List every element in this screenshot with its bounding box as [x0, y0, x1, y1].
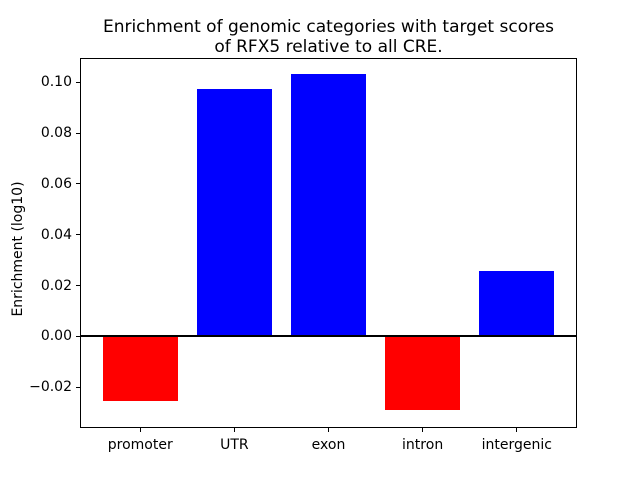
x-tick-mark — [233, 428, 235, 432]
y-tick-mark — [76, 81, 80, 83]
y-tick-label: 0.08 — [40, 125, 72, 142]
bar-intergenic — [479, 270, 555, 337]
x-tick-mark — [422, 428, 424, 432]
bar-UTR — [196, 88, 273, 337]
x-tick-mark — [328, 428, 329, 432]
y-tick-label: 0.00 — [40, 328, 72, 345]
bar-exon — [290, 74, 367, 337]
x-tick-label: exon — [311, 437, 346, 453]
y-tick-mark — [76, 386, 80, 388]
y-tick-label: −0.02 — [29, 379, 72, 396]
x-tick-label: intron — [402, 437, 444, 453]
x-tick-mark — [516, 428, 518, 432]
zero-line — [80, 335, 577, 338]
x-tick-mark — [139, 428, 141, 432]
x-tick-label: UTR — [220, 437, 249, 453]
y-tick-mark — [76, 132, 80, 134]
plot-area — [80, 58, 577, 428]
chart-title: Enrichment of genomic categories with ta… — [102, 17, 555, 57]
y-tick-mark — [76, 335, 80, 337]
y-tick-mark — [76, 183, 80, 185]
y-axis-label: Enrichment (log10) — [10, 181, 26, 317]
x-tick-label: promoter — [107, 437, 173, 453]
y-tick-mark — [76, 234, 80, 236]
x-tick-label: intergenic — [481, 437, 552, 453]
bar-promoter — [102, 336, 178, 402]
y-tick-label: 0.04 — [40, 226, 72, 243]
y-tick-mark — [76, 285, 80, 287]
y-tick-label: 0.02 — [40, 277, 72, 294]
y-tick-label: 0.10 — [40, 74, 72, 91]
bar-intron — [384, 336, 461, 410]
y-tick-label: 0.06 — [40, 175, 72, 192]
